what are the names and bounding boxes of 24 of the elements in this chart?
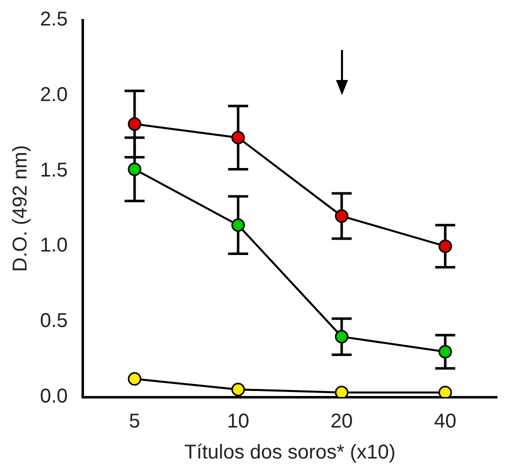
y-tick-label: 2.5 — [40, 8, 68, 31]
point — [231, 382, 245, 396]
y-tick-label: 0.5 — [40, 310, 68, 332]
point — [231, 130, 245, 144]
point — [128, 162, 142, 176]
point — [231, 218, 245, 232]
x-tick-label: 10 — [227, 410, 250, 433]
y-tick-label: 1.5 — [40, 159, 68, 182]
x-tick-label: 20 — [330, 410, 353, 433]
y-tick-label: 0.0 — [40, 386, 68, 408]
point — [334, 386, 348, 397]
x-tick-label: 5 — [129, 410, 140, 433]
y-tick-label: 1.0 — [40, 234, 68, 257]
point — [128, 117, 142, 131]
y-tick-label: 2.0 — [40, 84, 68, 106]
point — [438, 386, 452, 397]
point — [438, 239, 452, 253]
point — [334, 209, 348, 223]
point — [334, 330, 348, 344]
point — [438, 345, 452, 359]
x-tick-label: 40 — [434, 410, 456, 433]
x-axis-title: Títulos dos soros* (x10) — [184, 442, 396, 464]
point — [128, 372, 142, 386]
y-axis-title: D.O. (492 nm) — [10, 145, 32, 272]
